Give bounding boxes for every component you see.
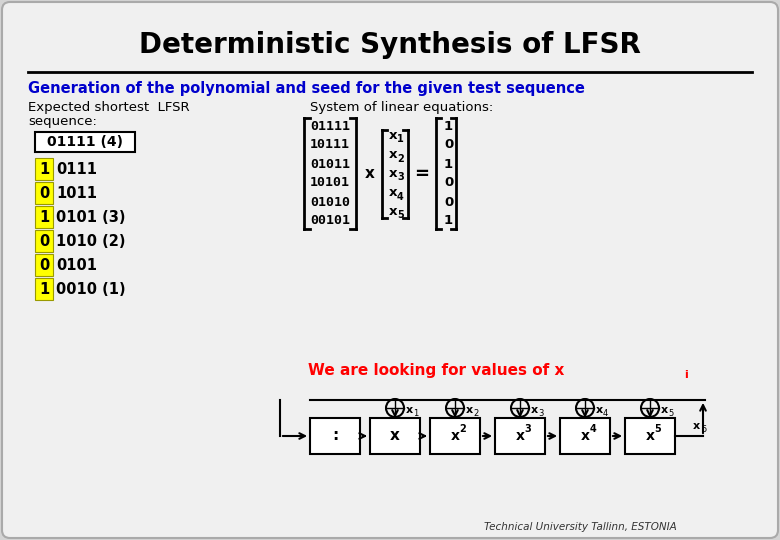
Bar (310, 418, 360, 454)
Text: x: x (693, 421, 700, 431)
Bar (35, 254, 53, 276)
Bar (35, 132, 135, 152)
Text: 01011: 01011 (310, 158, 350, 171)
Text: i: i (684, 370, 688, 380)
Text: 3: 3 (538, 409, 544, 418)
Text: 2: 2 (397, 153, 404, 164)
Text: x: x (389, 205, 398, 218)
Text: 1010 (2): 1010 (2) (56, 233, 126, 248)
Text: 01111: 01111 (310, 119, 350, 132)
Bar (560, 418, 610, 454)
Text: sequence:: sequence: (28, 116, 97, 129)
Text: 1: 1 (39, 281, 49, 296)
Text: 1: 1 (397, 134, 404, 145)
Text: 5: 5 (701, 426, 706, 435)
Text: 0111: 0111 (56, 161, 97, 177)
Bar (35, 278, 53, 300)
Text: 0: 0 (39, 186, 49, 200)
Text: 1: 1 (444, 214, 453, 227)
Bar (35, 206, 53, 228)
Text: 5: 5 (668, 409, 673, 418)
Text: x: x (451, 429, 459, 443)
Text: 0: 0 (39, 233, 49, 248)
Text: Technical University Tallinn, ESTONIA: Technical University Tallinn, ESTONIA (484, 522, 676, 532)
Text: 1: 1 (39, 210, 49, 225)
Text: 0: 0 (39, 258, 49, 273)
Text: x: x (531, 405, 538, 415)
Text: We are looking for values of x: We are looking for values of x (308, 362, 565, 377)
Text: x: x (516, 429, 524, 443)
Text: System of linear equations:: System of linear equations: (310, 102, 493, 114)
Text: 3: 3 (397, 172, 404, 183)
Bar (35, 230, 53, 252)
Text: x: x (661, 405, 668, 415)
Text: x: x (466, 405, 473, 415)
Text: 0101: 0101 (56, 258, 97, 273)
Text: x: x (390, 429, 400, 443)
Text: x: x (389, 186, 398, 199)
Text: 00101: 00101 (310, 214, 350, 227)
Text: Expected shortest  LFSR: Expected shortest LFSR (28, 102, 190, 114)
Text: 10101: 10101 (310, 177, 350, 190)
Text: x: x (406, 405, 413, 415)
Text: 1: 1 (444, 119, 453, 132)
Text: 1011: 1011 (56, 186, 97, 200)
Text: 3: 3 (525, 424, 531, 434)
Text: 1: 1 (413, 409, 418, 418)
Text: 0010 (1): 0010 (1) (56, 281, 126, 296)
Text: 5: 5 (397, 211, 404, 220)
Text: Generation of the polynomial and seed for the given test sequence: Generation of the polynomial and seed fo… (28, 80, 585, 96)
Text: 4: 4 (397, 192, 404, 201)
Text: 2: 2 (459, 424, 466, 434)
Text: 5: 5 (654, 424, 661, 434)
Bar (430, 418, 480, 454)
Text: 0: 0 (444, 195, 453, 208)
Text: 0: 0 (444, 138, 453, 152)
Text: 4: 4 (590, 424, 597, 434)
Text: 1: 1 (444, 158, 453, 171)
Text: x: x (646, 429, 654, 443)
Text: x: x (389, 129, 398, 142)
Text: x: x (580, 429, 590, 443)
Text: x: x (389, 167, 398, 180)
Text: Deterministic Synthesis of LFSR: Deterministic Synthesis of LFSR (139, 31, 641, 59)
Text: =: = (414, 165, 430, 183)
Text: 01010: 01010 (310, 195, 350, 208)
Text: x: x (389, 148, 398, 161)
Text: 2: 2 (473, 409, 478, 418)
Text: 0: 0 (444, 177, 453, 190)
Text: 1: 1 (39, 161, 49, 177)
Text: :: : (332, 429, 338, 443)
Text: 0101 (3): 0101 (3) (56, 210, 126, 225)
Bar (625, 418, 675, 454)
Text: 4: 4 (603, 409, 608, 418)
Text: x: x (596, 405, 603, 415)
Text: x: x (365, 166, 375, 181)
Bar (370, 418, 420, 454)
Bar (35, 182, 53, 204)
Bar (495, 418, 545, 454)
Text: 01111 (4): 01111 (4) (47, 135, 123, 149)
Bar (35, 158, 53, 180)
Text: 10111: 10111 (310, 138, 350, 152)
